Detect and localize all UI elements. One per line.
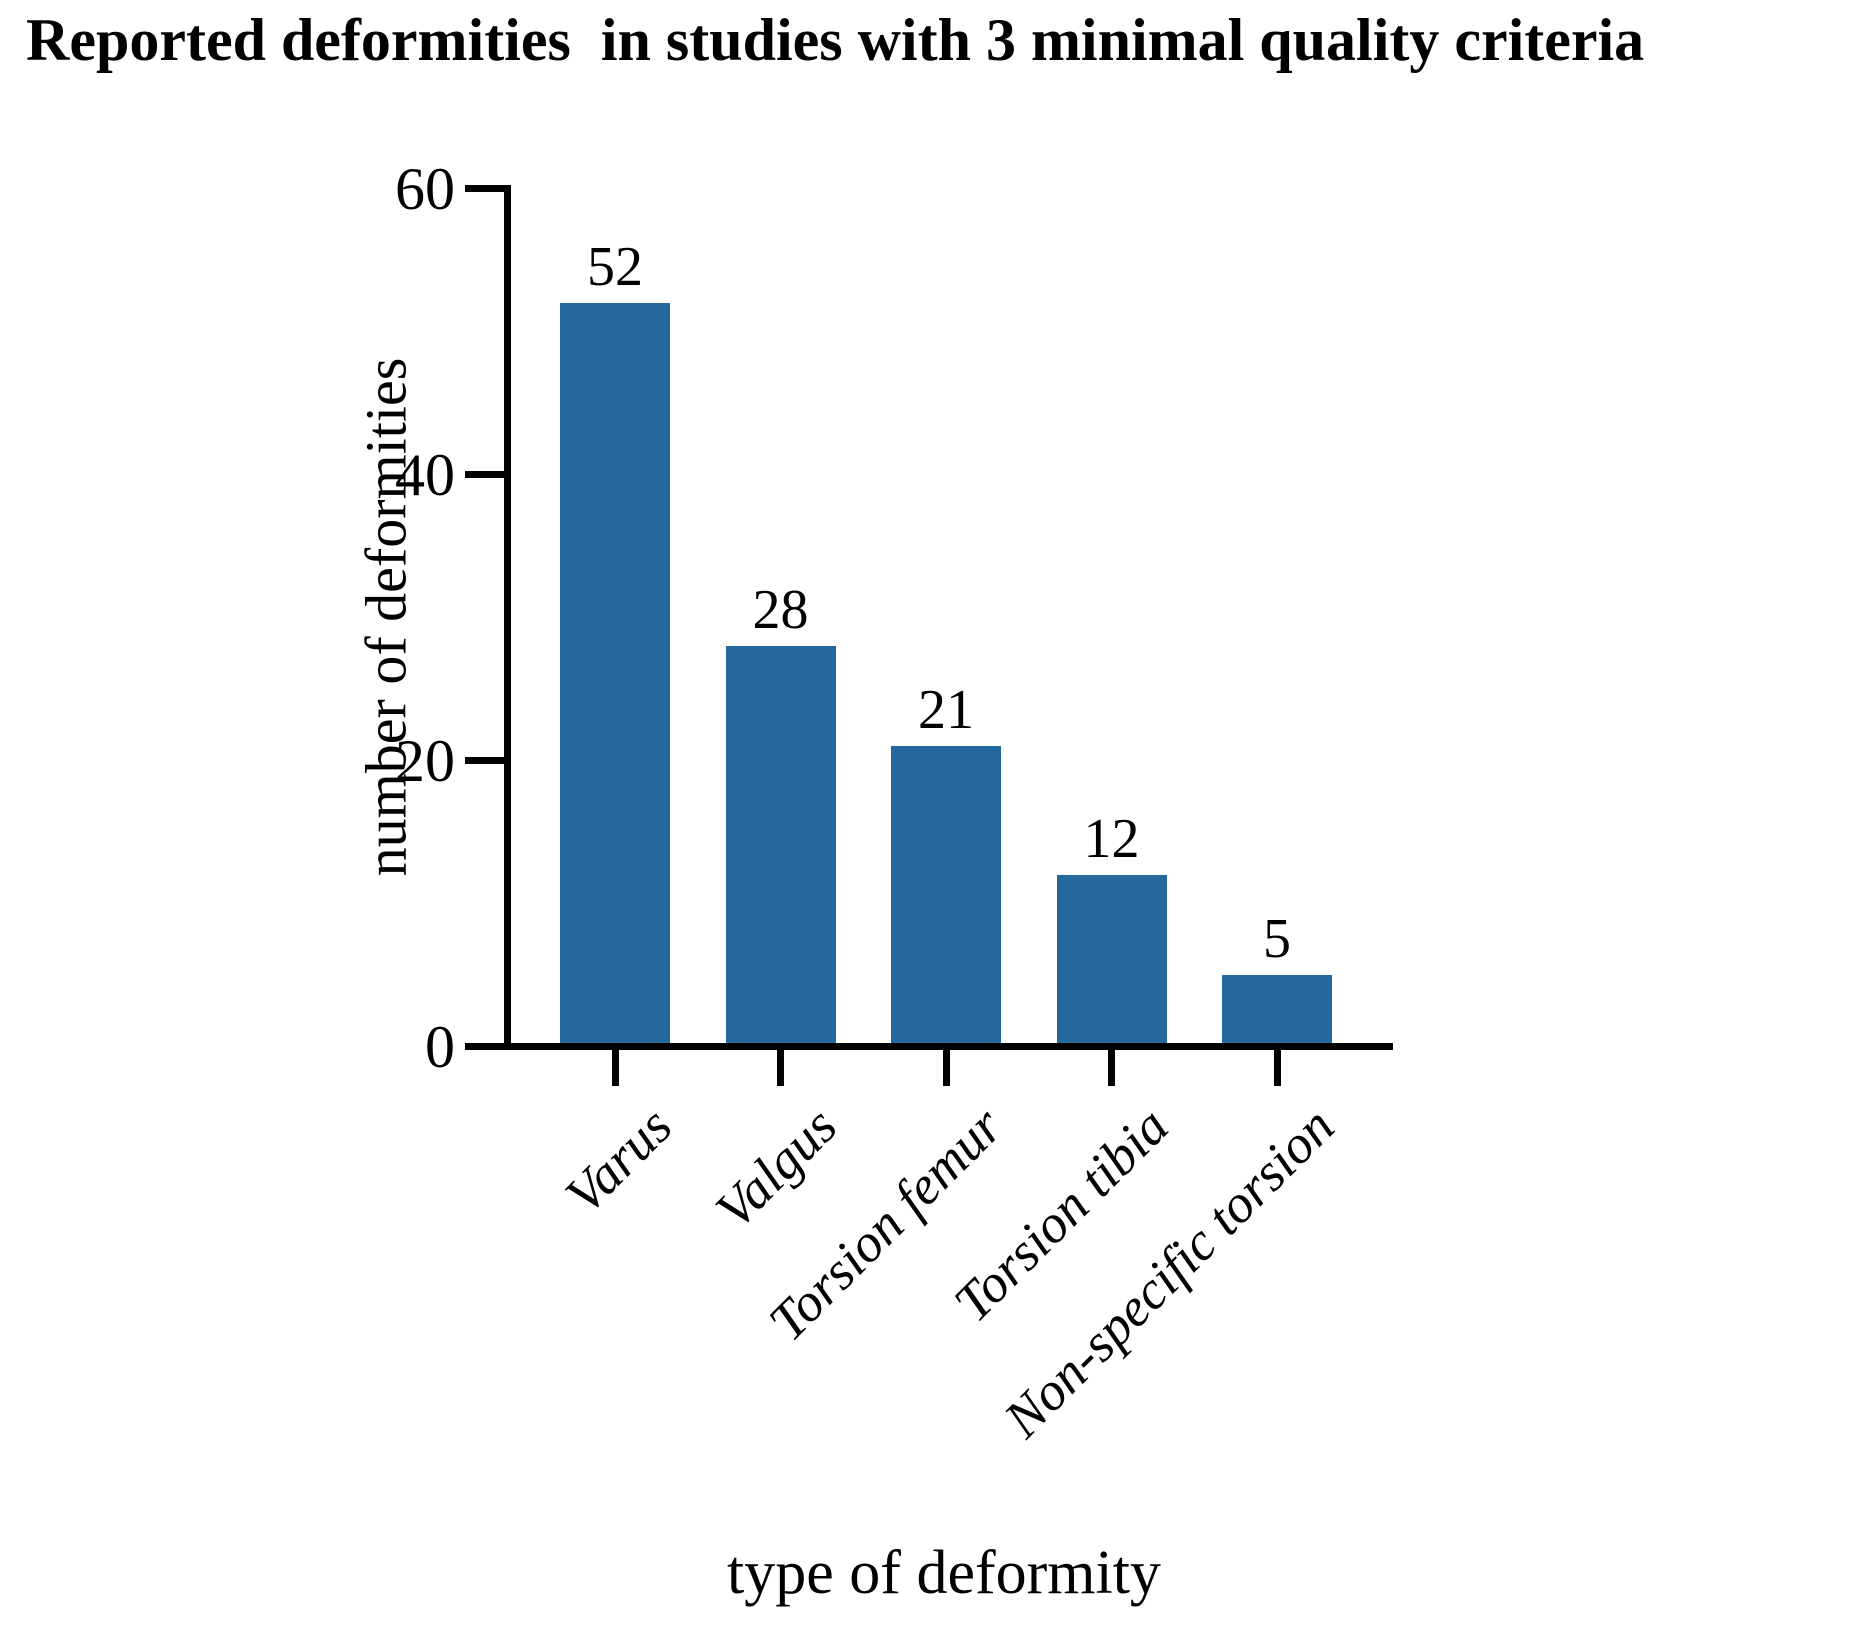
bar-value-label: 21	[918, 679, 974, 742]
y-axis-line	[504, 185, 511, 1050]
bar-value-label: 28	[752, 579, 809, 642]
y-tick-label: 60	[395, 155, 455, 222]
y-tick	[465, 185, 504, 192]
x-tick	[942, 1050, 950, 1086]
x-axis-label: type of deformity	[727, 1539, 1161, 1607]
x-axis-line	[504, 1043, 1393, 1050]
bar	[560, 302, 670, 1047]
y-tick-label: 0	[425, 1013, 455, 1080]
x-tick	[1108, 1050, 1115, 1086]
bar	[1222, 975, 1332, 1047]
category-label: Varus	[553, 1095, 684, 1226]
y-tick-label: 20	[395, 727, 455, 794]
bar-value-label: 52	[587, 235, 643, 298]
y-tick-label: 40	[395, 441, 455, 508]
y-axis-label: number of deformities	[353, 357, 419, 877]
x-tick	[611, 1050, 619, 1086]
category-label: Valgus	[704, 1095, 849, 1240]
bar	[725, 646, 836, 1047]
y-tick	[465, 757, 504, 764]
bar-value-label: 5	[1263, 908, 1291, 970]
chart-title: Reported deformities in studies with 3 m…	[26, 7, 1645, 73]
x-tick	[1273, 1050, 1281, 1086]
bar	[1056, 874, 1167, 1047]
y-tick	[465, 471, 504, 478]
y-tick	[465, 1043, 504, 1050]
x-tick	[777, 1050, 784, 1086]
bar	[891, 746, 1001, 1047]
bar-value-label: 12	[1083, 807, 1140, 870]
